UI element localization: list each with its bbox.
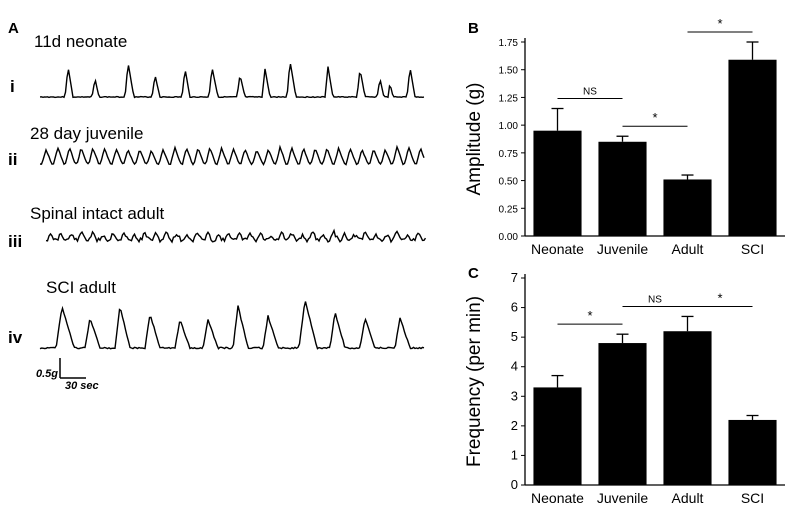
scale-bar xyxy=(59,358,86,379)
y-tick-label: 5 xyxy=(511,329,518,344)
scale-bar-amplitude: 0.5g xyxy=(36,368,59,380)
waveform xyxy=(39,301,425,350)
y-tick-label: 3 xyxy=(511,388,518,403)
y-axis-label: Amplitude (g) xyxy=(464,83,485,196)
y-tick-label: 7 xyxy=(511,270,518,285)
y-tick-label: 0.75 xyxy=(499,149,519,160)
panel-c-letter: C xyxy=(468,265,479,282)
x-tick-label: Adult xyxy=(672,241,704,257)
frequency-bar-chart: 0 1 2 3 4 5 6 7 Frequency (per min) Neonate Juveni… xyxy=(464,270,785,506)
y-axis-label: Frequency (per min) xyxy=(464,296,485,467)
bar xyxy=(533,387,582,485)
trace-label-neonate: 11d neonate xyxy=(34,32,128,51)
trace-label-intact-adult: Spinal intact adult xyxy=(30,204,165,223)
significance-label: * xyxy=(652,110,657,125)
panel-b-letter: B xyxy=(468,20,479,37)
significance-label: * xyxy=(587,308,592,323)
bar xyxy=(598,141,647,236)
y-tick-label: 2 xyxy=(511,418,518,433)
y-tick-label: 0.50 xyxy=(499,177,519,188)
row-label-ii: ii xyxy=(8,150,18,169)
x-tick-label: Juvenile xyxy=(597,241,649,257)
significance-label: NS xyxy=(583,87,597,98)
y-tick-label: 1.00 xyxy=(499,121,519,132)
y-tick-label: 0.25 xyxy=(499,204,519,215)
trace-label-juvenile: 28 day juvenile xyxy=(30,124,144,143)
y-tick-label: 6 xyxy=(511,300,518,315)
bar xyxy=(728,419,777,485)
x-tick-label: Adult xyxy=(672,490,704,506)
panel-a-letter: A xyxy=(8,20,19,37)
row-label-iii: iii xyxy=(8,232,23,251)
bar xyxy=(663,331,712,485)
trace-neonate xyxy=(39,63,425,99)
significance-label: * xyxy=(717,16,722,31)
bar xyxy=(728,59,777,236)
significance-label: * xyxy=(717,290,722,305)
y-tick-label: 0.00 xyxy=(499,232,519,243)
waveform xyxy=(39,63,425,99)
y-tick-label: 1.25 xyxy=(499,93,519,104)
bar xyxy=(533,130,582,236)
trace-sci-adult xyxy=(39,301,425,350)
waveform xyxy=(45,228,427,244)
y-tick-label: 1.50 xyxy=(499,66,519,77)
row-label-i: i xyxy=(10,77,15,96)
row-label-iv: iv xyxy=(8,328,23,347)
x-tick-label: Neonate xyxy=(531,241,584,257)
x-tick-label: Juvenile xyxy=(597,490,649,506)
bar xyxy=(663,179,712,236)
x-tick-label: Neonate xyxy=(531,490,584,506)
bar xyxy=(598,343,647,485)
significance-label: NS xyxy=(648,294,662,305)
amplitude-bar-chart: 0.00 0.25 0.50 0.75 1.00 1.25 1.50 1.75 Amplitud… xyxy=(464,16,785,257)
y-tick-label: 1.75 xyxy=(499,38,519,49)
y-tick-label: 4 xyxy=(511,359,518,374)
y-tick-label: 0 xyxy=(511,477,518,492)
waveform xyxy=(39,144,425,167)
x-tick-label: SCI xyxy=(741,241,764,257)
y-tick-label: 1 xyxy=(511,447,518,462)
trace-label-sci-adult: SCI adult xyxy=(46,278,116,297)
scale-bar-time: 30 sec xyxy=(65,380,99,392)
trace-juvenile xyxy=(39,144,425,167)
x-tick-label: SCI xyxy=(741,490,764,506)
trace-intact-adult xyxy=(45,228,427,244)
